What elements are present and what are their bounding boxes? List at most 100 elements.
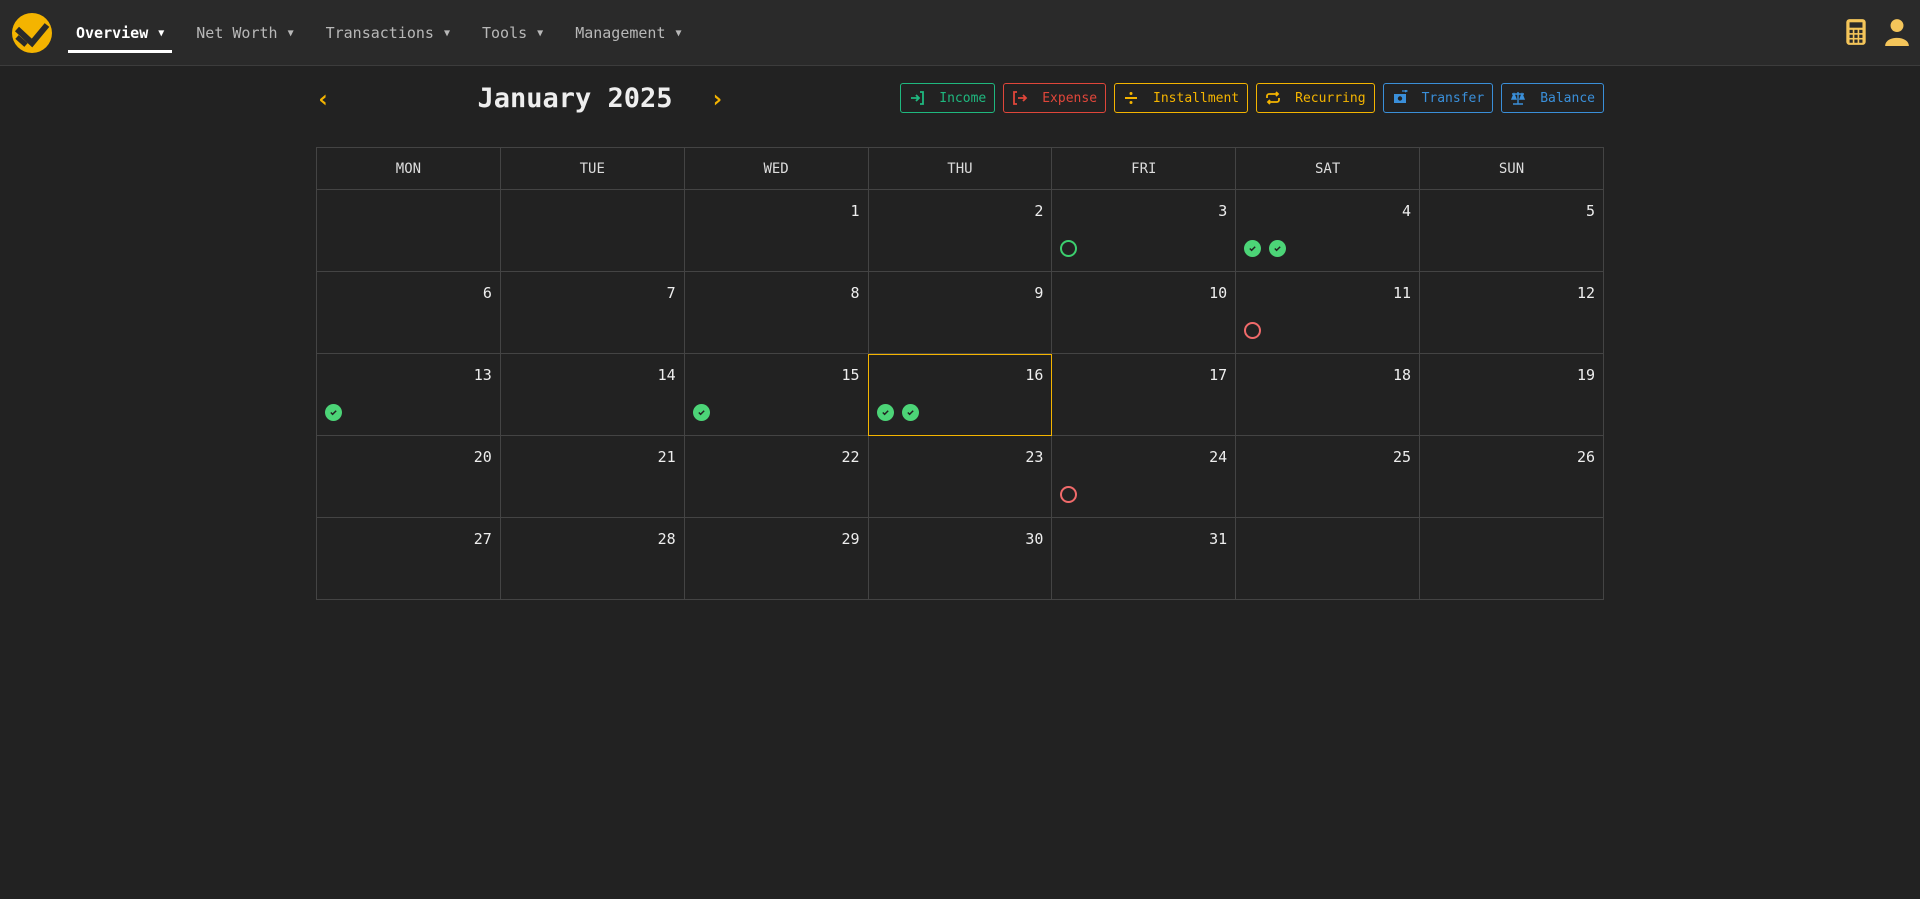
button-label: Income — [939, 90, 987, 106]
day-cell[interactable]: 1 — [683, 189, 869, 272]
weekday-header: FRI — [1051, 147, 1237, 190]
balance-button[interactable]: Balance — [1501, 83, 1604, 113]
completed-transaction-icon[interactable] — [1244, 240, 1262, 257]
day-number: 4 — [1402, 202, 1412, 220]
pending-expense-icon[interactable] — [1244, 322, 1262, 339]
recurring-button[interactable]: Recurring — [1256, 83, 1375, 113]
day-cell[interactable]: 21 — [499, 435, 685, 518]
app-logo-icon[interactable] — [12, 13, 52, 53]
day-cell[interactable]: 7 — [499, 271, 685, 354]
day-number: 29 — [841, 530, 860, 548]
day-cell[interactable]: 20 — [316, 435, 501, 518]
main-menu: Overview ▼ Net Worth ▼ Transactions ▼ Tools ▼ Ma… — [68, 0, 706, 66]
button-label: Balance — [1540, 90, 1595, 106]
day-number: 10 — [1209, 284, 1228, 302]
nav-net-worth[interactable]: Net Worth ▼ — [188, 0, 301, 66]
empty-day-cell — [1235, 517, 1421, 600]
day-cell[interactable]: 28 — [499, 517, 685, 600]
pending-expense-icon[interactable] — [1060, 486, 1078, 503]
day-number: 18 — [1393, 366, 1412, 384]
empty-day-cell — [499, 189, 685, 272]
day-number: 14 — [657, 366, 676, 384]
completed-transaction-icon[interactable] — [901, 404, 919, 421]
day-number: 22 — [841, 448, 860, 466]
nav-label: Net Worth — [196, 24, 278, 42]
day-cell[interactable]: 26 — [1419, 435, 1604, 518]
installment-button[interactable]: Installment — [1114, 83, 1249, 113]
nav-management[interactable]: Management ▼ — [567, 0, 689, 66]
nav-label: Overview — [76, 24, 149, 42]
day-cell[interactable]: 13 — [316, 353, 501, 436]
empty-day-cell — [1419, 517, 1604, 600]
day-cell[interactable]: 3 — [1051, 189, 1237, 272]
day-cell[interactable]: 10 — [1051, 271, 1237, 354]
day-cell[interactable]: 16 — [867, 353, 1053, 436]
day-cell[interactable]: 17 — [1051, 353, 1237, 436]
completed-transaction-icon[interactable] — [876, 404, 894, 421]
user-icon[interactable] — [1884, 18, 1910, 46]
previous-month-button[interactable]: ‹ — [316, 85, 331, 113]
calendar-week: 1 2 3 4 5 — [316, 189, 1604, 272]
expense-button[interactable]: Expense — [1003, 83, 1107, 113]
nav-transactions[interactable]: Transactions ▼ — [318, 0, 458, 66]
day-cell[interactable]: 4 — [1235, 189, 1421, 272]
day-number: 19 — [1576, 366, 1595, 384]
day-cell[interactable]: 23 — [867, 435, 1053, 518]
completed-transaction-icon[interactable] — [692, 404, 710, 421]
day-cell[interactable]: 12 — [1419, 271, 1604, 354]
day-cell[interactable]: 29 — [683, 517, 869, 600]
nav-overview[interactable]: Overview ▼ — [68, 0, 173, 66]
day-cell[interactable]: 8 — [683, 271, 869, 354]
day-markers — [876, 404, 919, 421]
day-cell[interactable]: 24 — [1051, 435, 1237, 518]
calculator-icon[interactable] — [1843, 18, 1869, 46]
income-button[interactable]: Income — [900, 83, 996, 113]
day-cell[interactable]: 31 — [1051, 517, 1237, 600]
day-markers — [692, 404, 710, 421]
month-title: January 2025 — [477, 83, 673, 114]
day-number: 9 — [1034, 284, 1044, 302]
day-cell[interactable]: 18 — [1235, 353, 1421, 436]
caret-down-icon: ▼ — [443, 27, 450, 39]
weekday-header: TUE — [499, 147, 685, 190]
day-markers — [1060, 486, 1078, 503]
day-markers — [1244, 322, 1262, 339]
calendar-week: 20 21 22 23 24 25 26 — [316, 435, 1604, 518]
day-number: 2 — [1034, 202, 1044, 220]
day-cell[interactable]: 25 — [1235, 435, 1421, 518]
nav-label: Transactions — [325, 24, 434, 42]
day-cell[interactable]: 5 — [1419, 189, 1604, 272]
day-number: 25 — [1393, 448, 1412, 466]
day-markers — [325, 404, 342, 421]
completed-transaction-icon[interactable] — [1269, 240, 1287, 257]
weekday-header: THU — [867, 147, 1053, 190]
transfer-button[interactable]: Transfer — [1382, 83, 1494, 113]
day-cell[interactable]: 22 — [683, 435, 869, 518]
day-number: 31 — [1209, 530, 1228, 548]
day-cell[interactable]: 15 — [683, 353, 869, 436]
day-cell[interactable]: 30 — [867, 517, 1053, 600]
calendar-week: 6 7 8 9 10 11 12 — [316, 271, 1604, 354]
caret-down-icon: ▼ — [537, 27, 544, 39]
completed-transaction-icon[interactable] — [325, 404, 342, 421]
next-month-button[interactable]: › — [710, 85, 725, 113]
calendar-header: ‹ January 2025 › Income Expense Installmen… — [316, 83, 1604, 117]
day-number: 23 — [1025, 448, 1044, 466]
weekday-header: MON — [316, 147, 501, 190]
day-cell[interactable]: 9 — [867, 271, 1053, 354]
day-cell[interactable]: 27 — [316, 517, 501, 600]
day-cell[interactable]: 6 — [316, 271, 501, 354]
day-cell[interactable]: 14 — [499, 353, 685, 436]
money-transfer-icon — [1393, 90, 1408, 103]
button-label: Installment — [1153, 90, 1240, 106]
sign-out-icon — [1013, 91, 1028, 105]
pending-income-icon[interactable] — [1060, 240, 1078, 257]
caret-down-icon: ▼ — [675, 27, 682, 39]
day-cell[interactable]: 11 — [1235, 271, 1421, 354]
day-number: 7 — [666, 284, 676, 302]
day-cell[interactable]: 19 — [1419, 353, 1604, 436]
caret-down-icon: ▼ — [287, 27, 294, 39]
day-cell[interactable]: 2 — [867, 189, 1053, 272]
nav-tools[interactable]: Tools ▼ — [474, 0, 551, 66]
scale-balance-icon — [1511, 92, 1526, 105]
